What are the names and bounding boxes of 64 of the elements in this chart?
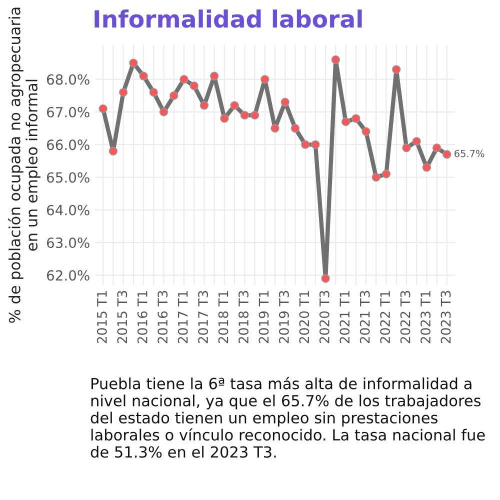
y-tick-label: 68.0% bbox=[46, 74, 90, 85]
y-tick-label: 63.0% bbox=[46, 238, 90, 248]
point bbox=[170, 91, 178, 100]
point bbox=[240, 110, 250, 120]
point bbox=[190, 81, 198, 90]
point bbox=[362, 127, 370, 136]
point bbox=[220, 114, 229, 123]
x-tick-label: 2019 T1 bbox=[258, 291, 269, 344]
x-tick-label: 2019 T3 bbox=[278, 290, 289, 344]
point bbox=[372, 172, 380, 182]
point bbox=[98, 104, 108, 114]
point bbox=[210, 72, 219, 80]
point bbox=[108, 146, 118, 156]
x-tick-label: 2021 T1 bbox=[340, 291, 350, 344]
x-tick-label: 2022 T3 bbox=[400, 290, 410, 344]
y-tick-label: 66.0% bbox=[46, 140, 90, 150]
point bbox=[300, 140, 310, 149]
point bbox=[331, 55, 340, 64]
x-tick-label: 2015 T1 bbox=[96, 291, 107, 344]
point bbox=[392, 65, 401, 74]
point bbox=[149, 88, 158, 97]
y-tick-label: 67.0% bbox=[46, 106, 90, 118]
point bbox=[280, 98, 290, 106]
y-tick-label: 62.0% bbox=[46, 270, 90, 281]
y-tick-label: 65.0% bbox=[46, 172, 90, 183]
point bbox=[412, 136, 421, 146]
point bbox=[321, 274, 330, 283]
point bbox=[341, 117, 350, 126]
x-tick-label: 2017 T1 bbox=[178, 291, 188, 344]
point bbox=[422, 163, 432, 172]
point bbox=[290, 124, 300, 133]
point bbox=[352, 114, 360, 123]
x-tick-label: 2020 T1 bbox=[299, 291, 310, 344]
point bbox=[311, 140, 320, 149]
point bbox=[139, 72, 148, 80]
y-tick-label: 64.0% bbox=[46, 204, 90, 216]
chart-title: Informalidad laboral bbox=[94, 10, 362, 28]
x-tick-label: 2018 T3 bbox=[238, 290, 248, 344]
point bbox=[270, 124, 280, 133]
x-tick-label: 2018 T1 bbox=[218, 291, 228, 344]
point bbox=[180, 74, 188, 84]
point bbox=[432, 144, 442, 152]
x-tick-label: 2020 T3 bbox=[319, 290, 330, 344]
point bbox=[118, 88, 128, 97]
point bbox=[442, 150, 452, 159]
x-tick-label: 2017 T3 bbox=[198, 290, 208, 344]
point bbox=[230, 101, 239, 110]
x-tick-label: 2016 T1 bbox=[137, 291, 148, 344]
data-label: 65.7% bbox=[454, 150, 484, 158]
text: Puebla tiene la 6ª tasa más alta de informalidad a nivel nacional, ya que el 65.7% de los trabajadores del estado tienen un empleo sin prestaciones laborales o vínculo reconocido. La tasa nacional fue de 51.3% en el 2023 T3. bbox=[90, 376, 485, 458]
point bbox=[200, 101, 209, 110]
x-tick-label: 2021 T3 bbox=[360, 290, 370, 344]
x-tick-label: 2015 T3 bbox=[117, 290, 128, 344]
x-tick-label: 2023 T3 bbox=[440, 290, 451, 344]
point bbox=[382, 170, 391, 178]
x-tick-label: 2022 T1 bbox=[380, 291, 390, 344]
point bbox=[129, 58, 138, 68]
point bbox=[250, 110, 260, 120]
point bbox=[159, 108, 168, 116]
point bbox=[260, 74, 270, 84]
x-tick-label: 2023 T1 bbox=[420, 291, 431, 344]
y-axis-title: % de población ocupada no agropecuaria en un empleo informal bbox=[8, 8, 40, 323]
x-tick-label: 2016 T3 bbox=[158, 290, 168, 344]
point bbox=[402, 144, 411, 152]
